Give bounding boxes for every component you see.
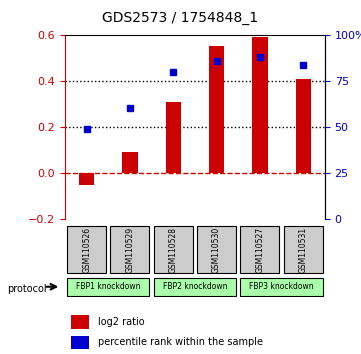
Bar xyxy=(122,152,138,173)
Text: log2 ratio: log2 ratio xyxy=(97,317,144,327)
Text: FBP1 knockdown: FBP1 knockdown xyxy=(76,282,140,291)
Bar xyxy=(296,79,311,173)
Text: FBP2 knockdown: FBP2 knockdown xyxy=(163,282,227,291)
FancyBboxPatch shape xyxy=(240,278,323,296)
Bar xyxy=(71,315,89,329)
FancyBboxPatch shape xyxy=(154,226,193,273)
Text: percentile rank within the sample: percentile rank within the sample xyxy=(97,337,262,348)
Bar xyxy=(79,173,94,185)
Text: protocol: protocol xyxy=(7,284,47,293)
Text: GSM110526: GSM110526 xyxy=(82,227,91,273)
FancyBboxPatch shape xyxy=(67,226,106,273)
Text: GSM110531: GSM110531 xyxy=(299,227,308,273)
Text: GSM110528: GSM110528 xyxy=(169,227,178,273)
FancyBboxPatch shape xyxy=(284,226,323,273)
FancyBboxPatch shape xyxy=(110,226,149,273)
FancyBboxPatch shape xyxy=(197,226,236,273)
Text: GDS2573 / 1754848_1: GDS2573 / 1754848_1 xyxy=(103,11,258,25)
FancyBboxPatch shape xyxy=(240,226,279,273)
Text: GSM110529: GSM110529 xyxy=(126,227,134,273)
Bar xyxy=(252,36,268,173)
Bar xyxy=(209,46,224,173)
Bar xyxy=(166,102,181,173)
Bar xyxy=(71,336,89,349)
FancyBboxPatch shape xyxy=(154,278,236,296)
Text: GSM110530: GSM110530 xyxy=(212,227,221,273)
Text: FBP3 knockdown: FBP3 knockdown xyxy=(249,282,314,291)
Text: GSM110527: GSM110527 xyxy=(256,227,264,273)
FancyBboxPatch shape xyxy=(67,278,149,296)
